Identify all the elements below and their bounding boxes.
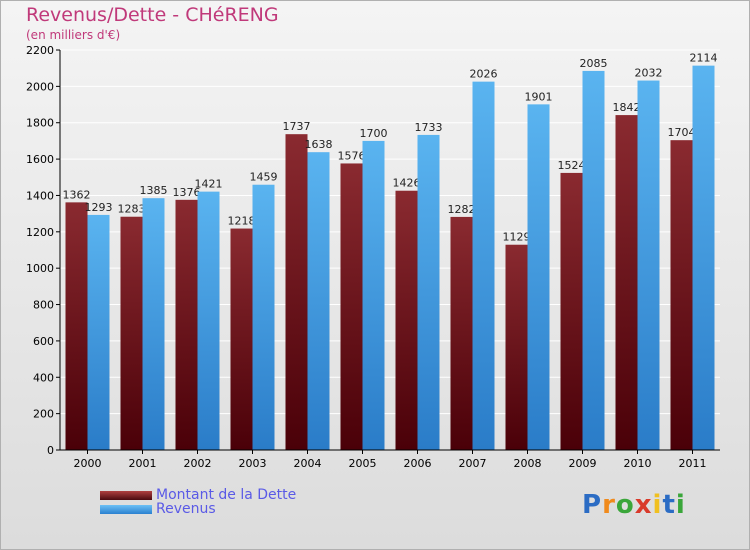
bar-revenus [472, 81, 495, 451]
data-label-dette: 1704 [668, 126, 696, 139]
bar-dette [230, 228, 253, 450]
bar-chart: 0 200 400 600 800 1000 1200 1400 1600 1800 2000 220… [26, 44, 720, 470]
bar-revenus [87, 214, 110, 450]
legend-item-dette: Montant de la Dette [100, 487, 296, 503]
data-label-dette: 1426 [393, 177, 421, 190]
x-tick-label: 2009 [569, 457, 597, 470]
y-tick-label: 1400 [26, 189, 54, 202]
bar-revenus [417, 134, 440, 450]
x-tick-label: 2000 [74, 457, 102, 470]
data-label-dette: 1129 [503, 231, 531, 244]
data-label-revenus: 1421 [195, 178, 223, 191]
bar-revenus [692, 65, 715, 451]
y-tick-label: 200 [33, 408, 54, 421]
x-tick-label: 2001 [129, 457, 157, 470]
x-tick-label: 2003 [239, 457, 267, 470]
chart-title: Revenus/Dette - CHéRENG [26, 4, 279, 26]
data-label-dette: 1218 [228, 215, 256, 228]
y-tick-label: 1200 [26, 226, 54, 239]
x-tick-label: 2002 [184, 457, 212, 470]
y-tick-label: 600 [33, 335, 54, 348]
bar-dette [65, 202, 88, 450]
data-label-dette: 1282 [448, 203, 476, 216]
data-label-revenus: 1733 [415, 121, 443, 134]
y-tick-label: 1800 [26, 117, 54, 130]
y-tick-label: 800 [33, 299, 54, 312]
x-tick-label: 2008 [514, 457, 542, 470]
data-label-revenus: 1638 [305, 138, 333, 151]
legend-swatch-dette [100, 490, 152, 500]
data-label-revenus: 2026 [470, 68, 498, 81]
x-tick-label: 2004 [294, 457, 322, 470]
bar-revenus [252, 184, 275, 450]
data-label-dette: 1283 [118, 203, 146, 216]
x-tick-label: 2007 [459, 457, 487, 470]
data-label-dette: 1376 [173, 186, 201, 199]
logo-letter: i [652, 490, 663, 520]
data-label-revenus: 1700 [360, 127, 388, 140]
x-tick-label: 2010 [624, 457, 652, 470]
logo-letter: i [675, 490, 686, 520]
logo-letter: x [634, 490, 653, 520]
data-label-revenus: 1293 [85, 201, 113, 214]
y-tick-label: 0 [47, 444, 54, 457]
legend-swatch-revenus [100, 504, 152, 514]
data-label-revenus: 1459 [250, 171, 278, 184]
logo-letter: t [662, 490, 676, 520]
legend-label-revenus: Revenus [156, 501, 216, 517]
bar-revenus [307, 152, 330, 450]
legend-label-dette: Montant de la Dette [156, 487, 297, 503]
bar-dette [120, 216, 143, 450]
bar-dette [615, 115, 638, 450]
x-tick-label: 2006 [404, 457, 432, 470]
bar-revenus [527, 104, 550, 450]
data-label-revenus: 1901 [525, 90, 553, 103]
logo-letter: r [602, 490, 616, 520]
y-tick-label: 2000 [26, 80, 54, 93]
bar-dette [340, 163, 363, 451]
bar-dette [285, 134, 308, 450]
data-label-dette: 1737 [283, 120, 311, 133]
data-label-dette: 1842 [613, 101, 641, 114]
y-tick-label: 2200 [26, 44, 54, 57]
y-tick-label: 1000 [26, 262, 54, 275]
data-label-revenus: 2114 [690, 52, 718, 65]
data-label-revenus: 2085 [580, 57, 608, 70]
bar-revenus [582, 70, 605, 450]
y-tick-label: 1600 [26, 153, 54, 166]
bar-dette [175, 199, 198, 450]
data-label-dette: 1576 [338, 149, 366, 162]
x-tick-label: 2011 [679, 457, 707, 470]
proxiti-logo: Proxiti [582, 490, 686, 520]
bar-revenus [637, 80, 660, 450]
bar-dette [670, 140, 693, 450]
bar-revenus [197, 191, 220, 451]
data-label-dette: 1524 [558, 159, 586, 172]
data-label-revenus: 2032 [635, 67, 663, 80]
bar-revenus [362, 140, 385, 450]
bar-dette [505, 244, 528, 450]
data-label-revenus: 1385 [140, 184, 168, 197]
logo-letter: o [615, 490, 635, 520]
bar-dette [395, 190, 418, 450]
chart-subtitle: (en milliers d'€) [26, 28, 121, 42]
legend-item-revenus: Revenus [100, 501, 216, 517]
x-tick-label: 2005 [349, 457, 377, 470]
bar-dette [560, 172, 583, 450]
bar-revenus [142, 198, 165, 450]
data-label-dette: 1362 [63, 188, 91, 201]
bar-dette [450, 216, 473, 450]
y-tick-label: 400 [33, 371, 54, 384]
logo-letter: P [582, 490, 603, 520]
